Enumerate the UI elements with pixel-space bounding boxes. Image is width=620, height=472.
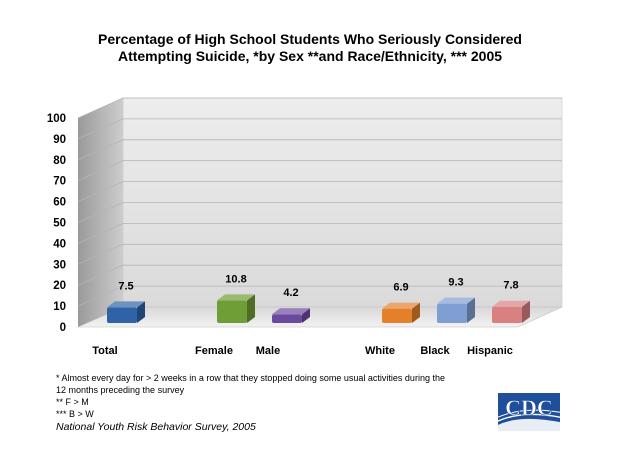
- chart-title: Percentage of High School Students Who S…: [0, 31, 620, 65]
- gridline-50: [77, 202, 562, 223]
- data-label-hispanic: 7.8: [503, 280, 518, 292]
- bar-white: 6.9: [382, 282, 420, 323]
- x-label-black: Black: [420, 345, 450, 357]
- cdc-logo-text: CDC: [505, 395, 553, 420]
- bar-side-black: [467, 297, 475, 323]
- footnote-definition-line-1: * Almost every day for > 2 weeks in a ro…: [56, 373, 445, 383]
- bar-black: 9.3: [437, 277, 475, 323]
- bar-side-female: [247, 294, 255, 323]
- data-label-female: 10.8: [225, 273, 246, 285]
- footnote-race-difference: *** B > W: [56, 409, 94, 419]
- bar-top-male: [272, 308, 310, 315]
- bar-top-hispanic: [492, 300, 530, 307]
- cdc-logo: CDC: [498, 393, 560, 431]
- bar-female: 10.8: [217, 273, 255, 323]
- y-tick-label-30: 30: [53, 259, 66, 271]
- y-tick-label-20: 20: [53, 280, 66, 292]
- bar-side-hispanic: [522, 300, 530, 323]
- data-label-white: 6.9: [393, 282, 408, 294]
- bar-front-female: [217, 300, 247, 323]
- y-tick-label-50: 50: [53, 218, 66, 230]
- bar-side-total: [137, 301, 145, 323]
- bar-top-female: [217, 294, 255, 301]
- bar-male: 4.2: [272, 287, 310, 323]
- bar-front-white: [382, 308, 412, 323]
- gridline-10: [77, 285, 562, 307]
- bar-top-black: [437, 297, 475, 304]
- y-tick-label-90: 90: [53, 134, 66, 146]
- gridline-30: [77, 243, 562, 265]
- bar-front-black: [437, 303, 467, 323]
- x-label-hispanic: Hispanic: [467, 345, 513, 357]
- chart-title-line-1: Percentage of High School Students Who S…: [98, 31, 522, 47]
- chart-title-line-2: Attempting Suicide, *by Sex **and Race/E…: [117, 48, 503, 64]
- y-axis-ticks: 0 10 20 30 40 50 60 70 80 90 100: [47, 113, 66, 334]
- y-tick-label-0: 0: [60, 322, 66, 334]
- bar-front-total: [107, 307, 137, 323]
- source-citation: National Youth Risk Behavior Survey, 200…: [56, 421, 256, 433]
- y-tick-label-80: 80: [53, 155, 66, 167]
- y-tick-label-100: 100: [47, 113, 66, 125]
- bar-total: 7.5: [107, 280, 145, 323]
- y-tick-label-40: 40: [53, 238, 66, 250]
- data-label-total: 7.5: [118, 280, 133, 292]
- x-label-male: Male: [256, 345, 280, 357]
- bar-top-total: [107, 301, 145, 308]
- gridline-40: [77, 222, 562, 244]
- x-axis-labels: Total Female Male White Black Hispanic: [92, 345, 513, 357]
- bar-hispanic: 7.8: [492, 280, 530, 323]
- bar-side-male: [302, 308, 310, 323]
- x-label-female: Female: [195, 345, 233, 357]
- gridline-60: [77, 181, 562, 202]
- y-tick-label-70: 70: [53, 176, 66, 188]
- chart-floor: [77, 306, 563, 328]
- y-tick-label-10: 10: [53, 301, 66, 313]
- footnote-sex-difference: ** F > M: [56, 397, 89, 407]
- data-label-male: 4.2: [283, 287, 298, 299]
- bars: 7.5 10.8 4.2 6.9 9.3 7.8: [107, 273, 530, 323]
- gridline-70: [77, 160, 562, 182]
- bar-front-hispanic: [492, 306, 522, 323]
- data-label-black: 9.3: [448, 277, 463, 289]
- gridline-80: [77, 139, 562, 161]
- gridline-100: [77, 97, 562, 119]
- gridline-20: [77, 264, 562, 286]
- bar-side-white: [412, 302, 420, 323]
- bar-front-male: [272, 314, 302, 323]
- x-label-white: White: [365, 345, 395, 357]
- footnote-definition-line-2: 12 months preceding the survey: [56, 385, 185, 395]
- bar-top-white: [382, 302, 420, 309]
- y-tick-label-60: 60: [53, 197, 66, 209]
- gridline-90: [77, 118, 562, 140]
- x-label-total: Total: [92, 345, 117, 357]
- gridlines: [77, 97, 562, 307]
